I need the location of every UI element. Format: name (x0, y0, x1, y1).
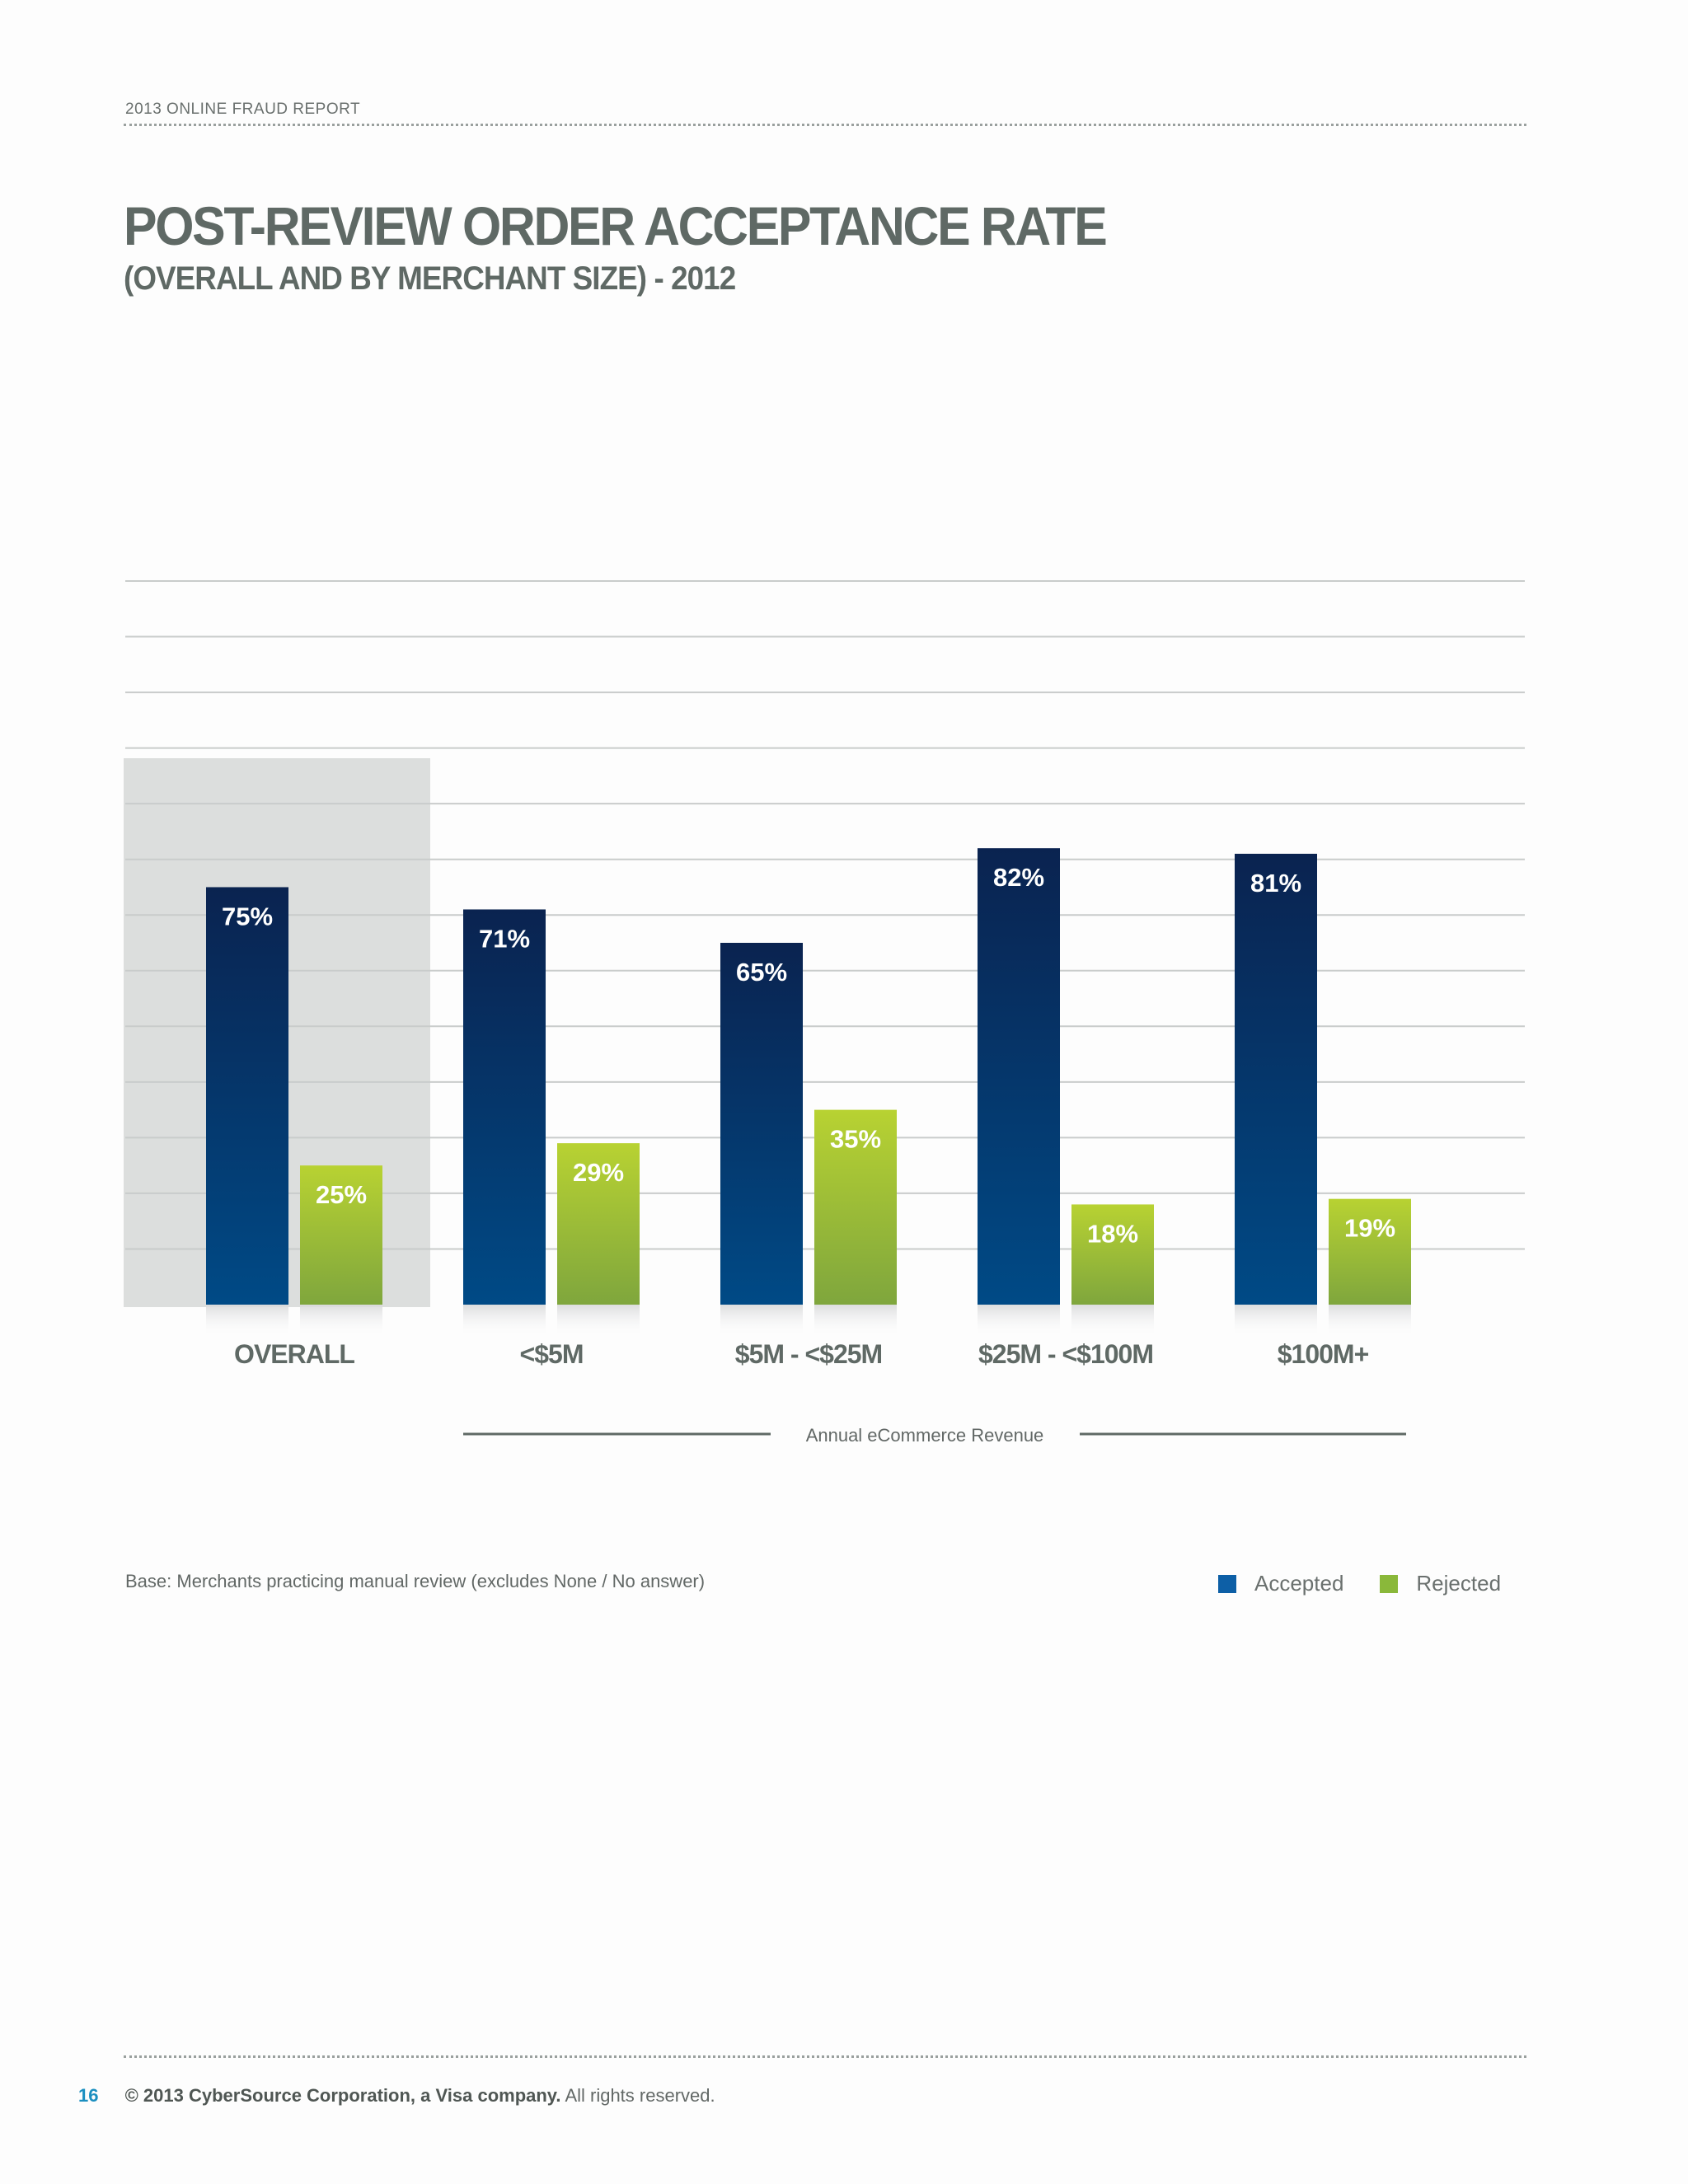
bar-accepted (720, 943, 803, 1305)
legend-swatch-accepted (1218, 1574, 1236, 1593)
bar-rejected (557, 1143, 640, 1305)
legend-label-accepted: Accepted (1254, 1571, 1344, 1596)
legend-item-accepted: Accepted (1218, 1571, 1343, 1596)
data-label-accepted: 75% (222, 902, 273, 930)
bar-shadow (1235, 1305, 1317, 1338)
chart-title: POST-REVIEW ORDER ACCEPTANCE RATE (124, 195, 1108, 256)
bar-shadow (463, 1305, 546, 1338)
data-label-rejected: 19% (1344, 1214, 1395, 1243)
data-label-rejected: 29% (573, 1158, 624, 1187)
category-label: <$5M (520, 1339, 584, 1369)
report-header: 2013 ONLINE FRAUD REPORT (125, 101, 361, 118)
page-footer: 16 © 2013 CyberSource Corporation, a Vis… (78, 2085, 715, 2107)
bar-shadow (300, 1305, 382, 1338)
legend-label-rejected: Rejected (1416, 1571, 1502, 1596)
bar-accepted (463, 909, 546, 1305)
bar-rejected (300, 1165, 382, 1305)
bar-rejected (1329, 1198, 1411, 1305)
bar-chart: 75% 25% OVERALL 71% 29% <$5M 65% 35% $5M - <$25M… (124, 580, 1525, 1446)
category-label: OVERALL (234, 1339, 354, 1369)
category-label: $5M - <$25M (735, 1339, 882, 1369)
legend-swatch-rejected (1380, 1574, 1399, 1593)
footer-rights: All rights reserved. (565, 2085, 715, 2106)
footer-copyright: © 2013 CyberSource Corporation, a Visa c… (124, 2085, 561, 2106)
page-number: 16 (78, 2085, 99, 2106)
bar-shadow (814, 1305, 897, 1338)
chart-legend: Accepted Rejected (1218, 1571, 1537, 1596)
data-label-accepted: 65% (736, 958, 787, 987)
data-label-rejected: 18% (1087, 1219, 1138, 1248)
category-label: $25M - <$100M (978, 1339, 1153, 1369)
bar-accepted (206, 887, 288, 1305)
bar-shadow (557, 1305, 640, 1338)
header-divider (124, 124, 1526, 126)
data-label-accepted: 81% (1250, 869, 1301, 898)
bar-shadow (720, 1305, 803, 1338)
bar-rejected (1071, 1204, 1154, 1305)
data-label-rejected: 35% (830, 1125, 881, 1154)
bar-shadow (978, 1305, 1060, 1338)
bar-accepted (1235, 853, 1317, 1305)
footer-divider (124, 2055, 1526, 2058)
data-label-accepted: 71% (479, 924, 530, 953)
base-note: Base: Merchants practicing manual review… (125, 1571, 706, 1591)
bar-accepted (978, 848, 1060, 1305)
category-label: $100M+ (1278, 1339, 1369, 1369)
bar-rejected (814, 1109, 897, 1305)
bar-shadow (206, 1305, 288, 1338)
axis-group-label: Annual eCommerce Revenue (806, 1425, 1044, 1446)
bar-shadow (1071, 1305, 1154, 1338)
data-label-rejected: 25% (316, 1180, 367, 1209)
bar-shadow (1329, 1305, 1411, 1338)
chart-subtitle: (OVERALL AND BY MERCHANT SIZE) - 2012 (124, 260, 736, 297)
data-label-accepted: 82% (993, 863, 1044, 892)
legend-item-rejected: Rejected (1380, 1571, 1501, 1596)
